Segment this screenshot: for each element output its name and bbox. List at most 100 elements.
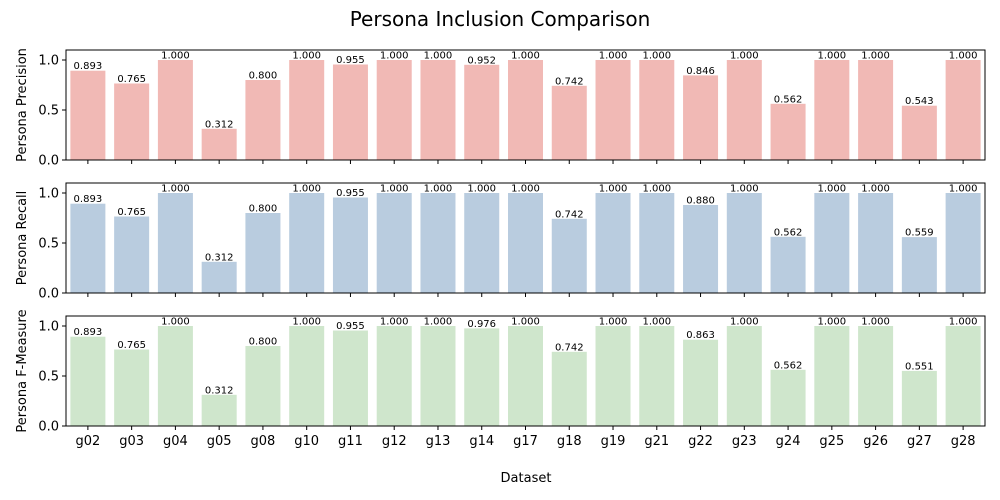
data-label: 0.551 <box>905 361 934 372</box>
bar-g04 <box>157 193 193 293</box>
data-label: 0.312 <box>205 119 234 130</box>
data-label: 0.312 <box>205 252 234 263</box>
data-label: 1.000 <box>292 184 321 195</box>
bar-g14 <box>464 193 500 293</box>
bar-g03 <box>114 349 150 426</box>
bar-g18 <box>551 85 587 160</box>
bar-g13 <box>420 60 456 160</box>
data-label: 0.742 <box>555 209 584 220</box>
axes-frame <box>65 49 986 161</box>
y-tick-label: 0.0 <box>38 420 59 435</box>
figure-title: Persona Inclusion Comparison <box>350 7 651 31</box>
x-tick-label: g10 <box>294 434 319 449</box>
bar-g14 <box>464 64 500 160</box>
data-label: 0.976 <box>467 319 496 330</box>
data-label: 0.543 <box>905 96 934 107</box>
x-tick-label: g02 <box>75 434 100 449</box>
data-label: 0.893 <box>74 61 103 72</box>
data-label: 1.000 <box>380 51 409 62</box>
bar-g05 <box>201 394 237 426</box>
bar-g18 <box>551 218 587 293</box>
y-axis-label: Persona Recall <box>15 191 30 286</box>
axes-frame <box>65 182 986 294</box>
y-tick-label: 0.5 <box>38 370 59 385</box>
data-label: 0.562 <box>774 227 803 238</box>
bar-g26 <box>858 60 894 160</box>
bar-g23 <box>726 60 762 160</box>
data-label: 1.000 <box>511 51 540 62</box>
y-tick-label: 0.0 <box>38 154 59 169</box>
bar-g24 <box>770 103 806 160</box>
y-tick-label: 1.0 <box>38 54 59 69</box>
data-label: 0.562 <box>774 360 803 371</box>
bar-g12 <box>376 193 412 293</box>
data-label: 0.800 <box>249 337 278 348</box>
bar-g17 <box>507 326 544 426</box>
data-label: 1.000 <box>599 184 628 195</box>
x-tick-label: g21 <box>644 434 669 449</box>
data-label: 1.000 <box>424 184 453 195</box>
data-label: 1.000 <box>380 184 409 195</box>
bar-g26 <box>858 193 894 293</box>
bar-g08 <box>245 80 281 160</box>
x-tick-label: g03 <box>119 434 144 449</box>
bar-g21 <box>639 193 675 293</box>
y-tick-label: 0.0 <box>38 287 59 302</box>
bar-g27 <box>901 105 937 160</box>
data-label: 0.765 <box>117 340 146 351</box>
bar-g11 <box>332 64 368 160</box>
bar-g12 <box>376 326 412 426</box>
bar-g10 <box>289 193 325 293</box>
data-label: 1.000 <box>511 317 540 328</box>
x-tick-label: g05 <box>207 434 232 449</box>
data-label: 1.000 <box>292 317 321 328</box>
x-tick-label: g24 <box>776 434 801 449</box>
panels: 0.0 0.5 1.0 0.893 0.765 1.000 0.312 0.800 1.000 0… <box>15 48 986 449</box>
bar-g28 <box>945 60 981 160</box>
bar-g03 <box>114 216 150 293</box>
data-label: 1.000 <box>642 51 671 62</box>
bar-g13 <box>420 193 456 293</box>
data-label: 1.000 <box>161 317 190 328</box>
x-tick-label: g22 <box>688 434 713 449</box>
data-label: 1.000 <box>511 184 540 195</box>
bar-g11 <box>332 330 368 426</box>
data-label: 1.000 <box>642 184 671 195</box>
bar-g27 <box>901 237 937 293</box>
x-tick-label: g11 <box>338 434 363 449</box>
data-label: 1.000 <box>949 51 978 62</box>
data-label: 1.000 <box>424 317 453 328</box>
data-label: 0.765 <box>117 207 146 218</box>
panel-2: 0.0 0.5 1.0 0.893 0.765 1.000 0.312 0.800 1.000 0… <box>15 182 986 302</box>
data-label: 1.000 <box>292 51 321 62</box>
x-tick-label: g19 <box>601 434 626 449</box>
y-tick-label: 0.5 <box>38 104 59 119</box>
data-label: 1.000 <box>949 184 978 195</box>
bar-g10 <box>289 60 325 160</box>
data-label: 0.800 <box>249 204 278 215</box>
bar-g04 <box>157 60 193 160</box>
data-label: 1.000 <box>467 184 496 195</box>
y-axis-label: Persona Precision <box>15 48 30 162</box>
bar-g22 <box>683 205 719 293</box>
bar-g05 <box>201 128 237 160</box>
bar-g24 <box>770 236 806 293</box>
bar-g26 <box>858 326 894 426</box>
bar-g25 <box>814 326 850 426</box>
bar-g23 <box>726 193 762 293</box>
bar-g08 <box>245 213 281 293</box>
bar-g19 <box>595 60 631 160</box>
data-label: 1.000 <box>599 317 628 328</box>
data-label: 0.893 <box>74 194 103 205</box>
bar-g21 <box>639 326 675 426</box>
bar-g28 <box>945 193 981 293</box>
bar-g17 <box>507 60 544 160</box>
data-label: 0.863 <box>686 330 715 341</box>
data-label: 1.000 <box>861 184 890 195</box>
x-tick-label: g08 <box>251 434 276 449</box>
bar-g28 <box>945 326 981 426</box>
x-axis-label: Dataset <box>501 471 552 486</box>
data-label: 0.893 <box>74 327 103 338</box>
data-label: 1.000 <box>818 51 847 62</box>
data-label: 1.000 <box>380 317 409 328</box>
